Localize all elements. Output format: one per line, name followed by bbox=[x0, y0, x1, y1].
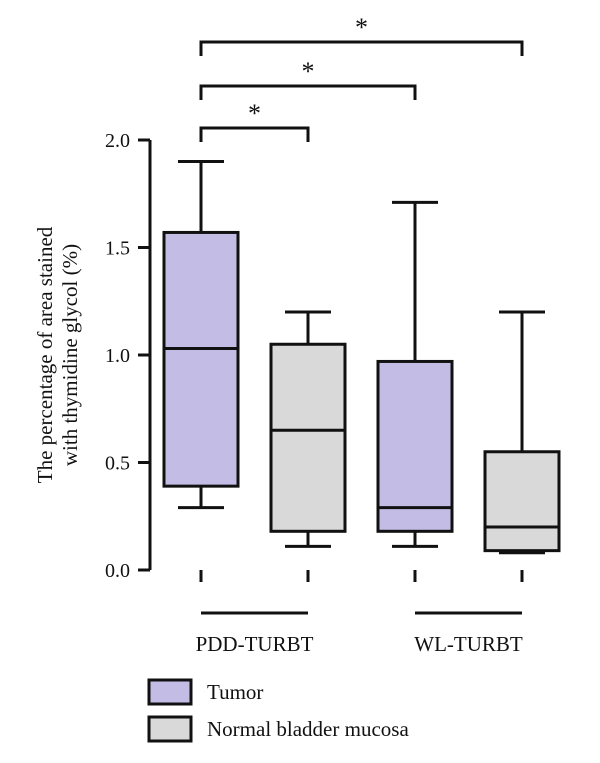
group-label: WL-TURBT bbox=[414, 632, 523, 656]
box-normal-pdd-turbt bbox=[269, 310, 347, 548]
box-iqr bbox=[269, 342, 347, 533]
significance-bracket: * bbox=[199, 99, 310, 142]
box-series bbox=[162, 160, 561, 555]
legend-label: Tumor bbox=[207, 680, 263, 704]
y-tick-label: 1.0 bbox=[105, 345, 130, 367]
group-labels: PDD-TURBT WL-TURBT bbox=[196, 611, 523, 656]
group-label: PDD-TURBT bbox=[196, 632, 314, 656]
y-axis-title-line-2: with thymidine glycol (%) bbox=[58, 244, 82, 466]
y-tick-label: 1.5 bbox=[105, 238, 130, 260]
legend-swatch bbox=[147, 715, 193, 743]
significance-bracket: * bbox=[199, 57, 417, 100]
y-axis-title: The percentage of area stained with thym… bbox=[33, 226, 82, 483]
significance-star: * bbox=[355, 13, 368, 42]
legend: Tumor Normal bladder mucosa bbox=[147, 678, 409, 743]
legend-item-normal: Normal bladder mucosa bbox=[147, 715, 409, 743]
y-tick-label: 0.5 bbox=[105, 453, 130, 475]
bracket-line bbox=[199, 40, 524, 56]
box-normal-wl-turbt bbox=[483, 310, 561, 555]
box-tumor-pdd-turbt bbox=[162, 160, 240, 510]
y-tick-label: 2.0 bbox=[105, 130, 130, 152]
box-iqr bbox=[376, 359, 454, 533]
legend-swatch bbox=[147, 678, 193, 706]
box-iqr bbox=[162, 230, 240, 488]
box-tumor-wl-turbt bbox=[376, 200, 454, 548]
box-iqr bbox=[483, 450, 561, 553]
legend-item-tumor: Tumor bbox=[147, 678, 263, 706]
y-axis: 0.0 0.5 1.0 1.5 2.0 bbox=[105, 130, 524, 582]
significance-bracket: * bbox=[199, 13, 524, 56]
y-axis-title-line-1: The percentage of area stained bbox=[33, 226, 57, 483]
bracket-line bbox=[199, 126, 310, 142]
significance-star: * bbox=[248, 99, 261, 128]
bracket-line bbox=[199, 84, 417, 100]
y-tick-label: 0.0 bbox=[105, 560, 130, 582]
significance-star: * bbox=[302, 57, 315, 86]
legend-label: Normal bladder mucosa bbox=[207, 717, 409, 741]
significance-brackets: * * * bbox=[199, 13, 524, 142]
